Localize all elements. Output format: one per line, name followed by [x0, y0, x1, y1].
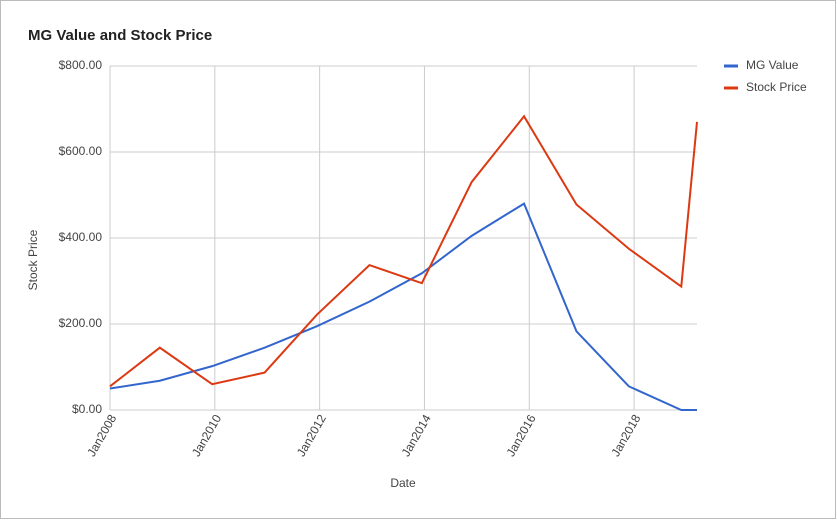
legend-label: Stock Price [746, 80, 807, 94]
y-tick-label: $400.00 [59, 230, 103, 244]
x-axis-title: Date [390, 476, 416, 490]
y-tick-label: $200.00 [59, 316, 103, 330]
y-tick-label: $0.00 [72, 402, 102, 416]
legend-label: MG Value [746, 58, 799, 72]
y-tick-label: $800.00 [59, 58, 103, 72]
y-axis-title: Stock Price [26, 229, 40, 290]
y-tick-label: $600.00 [59, 144, 103, 158]
series-line [109, 114, 698, 388]
series-line [109, 202, 697, 411]
chart-title: MG Value and Stock Price [28, 27, 212, 44]
